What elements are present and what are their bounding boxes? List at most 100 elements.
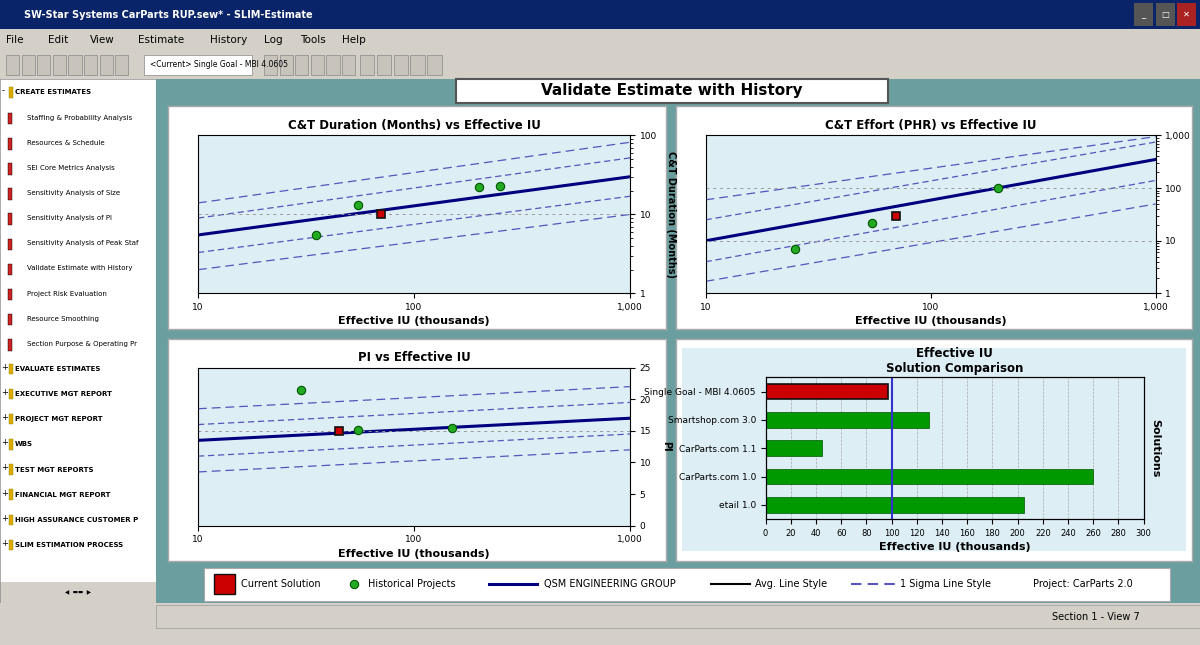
Bar bbox=[342, 55, 355, 75]
Text: Historical Projects: Historical Projects bbox=[368, 579, 456, 590]
Bar bbox=[766, 441, 822, 456]
Text: +: + bbox=[1, 363, 8, 372]
Text: Tools: Tools bbox=[300, 35, 325, 45]
Text: Help: Help bbox=[342, 35, 366, 45]
Bar bbox=[68, 55, 82, 75]
Text: +: + bbox=[1, 489, 8, 497]
Bar bbox=[53, 55, 66, 75]
Bar bbox=[766, 497, 1024, 513]
X-axis label: Effective IU (thousands): Effective IU (thousands) bbox=[338, 316, 490, 326]
Bar bbox=[84, 55, 97, 75]
Text: Validate Estimate with History: Validate Estimate with History bbox=[28, 265, 133, 272]
Text: Project Risk Evaluation: Project Risk Evaluation bbox=[28, 290, 107, 297]
Bar bbox=[8, 490, 13, 500]
Text: -: - bbox=[1, 86, 5, 95]
Bar bbox=[8, 314, 12, 326]
Text: Resource Smoothing: Resource Smoothing bbox=[28, 315, 100, 322]
Text: Sensitivity Analysis of PI: Sensitivity Analysis of PI bbox=[28, 215, 113, 221]
Text: EXECUTIVE MGT REPORT: EXECUTIVE MGT REPORT bbox=[14, 391, 112, 397]
Text: Avg. Line Style: Avg. Line Style bbox=[755, 579, 827, 590]
Text: CREATE ESTIMATES: CREATE ESTIMATES bbox=[14, 90, 91, 95]
Text: QSM ENGINEERING GROUP: QSM ENGINEERING GROUP bbox=[544, 579, 676, 590]
Text: Sensitivity Analysis of Peak Staf: Sensitivity Analysis of Peak Staf bbox=[28, 241, 139, 246]
Text: WBS: WBS bbox=[14, 441, 32, 448]
Bar bbox=[427, 55, 442, 75]
Text: Project: CarParts 2.0: Project: CarParts 2.0 bbox=[1033, 579, 1133, 590]
Bar bbox=[100, 55, 113, 75]
Text: Edit: Edit bbox=[48, 35, 68, 45]
Bar bbox=[144, 55, 252, 75]
Text: View: View bbox=[90, 35, 115, 45]
Bar bbox=[326, 55, 340, 75]
Text: ◀  ▬▬  ▶: ◀ ▬▬ ▶ bbox=[65, 590, 91, 595]
Text: +: + bbox=[1, 388, 8, 397]
Text: +: + bbox=[1, 439, 8, 448]
Text: Staffing & Probability Analysis: Staffing & Probability Analysis bbox=[28, 115, 132, 121]
X-axis label: Effective IU (thousands): Effective IU (thousands) bbox=[878, 542, 1031, 552]
Bar bbox=[766, 384, 888, 399]
Bar bbox=[8, 188, 12, 200]
Text: SLIM ESTIMATION PROCESS: SLIM ESTIMATION PROCESS bbox=[14, 542, 122, 548]
Bar bbox=[280, 55, 293, 75]
Text: Section Purpose & Operating Pr: Section Purpose & Operating Pr bbox=[28, 341, 137, 347]
Text: TEST MGT REPORTS: TEST MGT REPORTS bbox=[14, 466, 94, 473]
Bar bbox=[1134, 3, 1153, 26]
Bar bbox=[264, 55, 277, 75]
Bar bbox=[1156, 3, 1175, 26]
Bar bbox=[295, 55, 308, 75]
X-axis label: Effective IU (thousands): Effective IU (thousands) bbox=[854, 316, 1007, 326]
Text: <Current> Single Goal - MBI 4.0605: <Current> Single Goal - MBI 4.0605 bbox=[150, 61, 288, 69]
Bar bbox=[8, 239, 12, 250]
Bar bbox=[766, 469, 1093, 484]
Bar bbox=[8, 138, 12, 150]
Y-axis label: C&T Duration (Months): C&T Duration (Months) bbox=[666, 151, 677, 278]
Bar bbox=[8, 540, 13, 550]
Bar bbox=[8, 264, 12, 275]
Bar bbox=[377, 55, 391, 75]
Bar bbox=[8, 414, 13, 424]
Bar bbox=[311, 55, 324, 75]
Text: _: _ bbox=[1141, 10, 1146, 19]
Bar bbox=[766, 412, 930, 428]
Bar bbox=[156, 605, 1200, 628]
Y-axis label: Solutions: Solutions bbox=[1151, 419, 1160, 477]
Bar bbox=[0, 582, 156, 603]
Bar bbox=[8, 389, 13, 399]
Title: PI vs Effective IU: PI vs Effective IU bbox=[358, 351, 470, 364]
Bar bbox=[22, 55, 35, 75]
Bar bbox=[394, 55, 408, 75]
Bar bbox=[6, 55, 19, 75]
Text: File: File bbox=[6, 35, 24, 45]
Bar bbox=[360, 55, 374, 75]
Text: +: + bbox=[1, 539, 8, 548]
Bar bbox=[8, 464, 13, 475]
Text: Current Solution: Current Solution bbox=[241, 579, 320, 590]
Bar bbox=[8, 213, 12, 225]
Bar bbox=[115, 55, 128, 75]
Bar bbox=[8, 87, 13, 97]
Title: C&T Duration (Months) vs Effective IU: C&T Duration (Months) vs Effective IU bbox=[288, 119, 540, 132]
Text: +: + bbox=[1, 464, 8, 472]
Bar bbox=[0, 624, 156, 645]
Text: Validate Estimate with History: Validate Estimate with History bbox=[541, 83, 803, 99]
Bar bbox=[8, 163, 12, 175]
Title: C&T Effort (PHR) vs Effective IU: C&T Effort (PHR) vs Effective IU bbox=[824, 119, 1037, 132]
Text: ◀▶: ◀▶ bbox=[142, 81, 152, 88]
Bar bbox=[8, 339, 12, 351]
Text: Resources & Schedule: Resources & Schedule bbox=[28, 140, 104, 146]
Text: ✕: ✕ bbox=[1183, 10, 1190, 19]
Bar bbox=[8, 364, 13, 374]
Text: Sensitivity Analysis of Size: Sensitivity Analysis of Size bbox=[28, 190, 120, 196]
Text: PROJECT MGT REPORT: PROJECT MGT REPORT bbox=[14, 416, 102, 422]
Text: History: History bbox=[210, 35, 247, 45]
Y-axis label: PI: PI bbox=[661, 441, 671, 452]
Bar bbox=[8, 515, 13, 525]
Text: Estimate: Estimate bbox=[138, 35, 184, 45]
Text: □: □ bbox=[1162, 10, 1169, 19]
Bar bbox=[37, 55, 50, 75]
Text: HIGH ASSURANCE CUSTOMER P: HIGH ASSURANCE CUSTOMER P bbox=[14, 517, 138, 523]
Text: FINANCIAL MGT REPORT: FINANCIAL MGT REPORT bbox=[14, 491, 110, 498]
Text: EVALUATE ESTIMATES: EVALUATE ESTIMATES bbox=[14, 366, 100, 372]
Text: SW-Star Systems CarParts RUP.sew* - SLIM-Estimate: SW-Star Systems CarParts RUP.sew* - SLIM… bbox=[24, 10, 313, 19]
Text: 1 Sigma Line Style: 1 Sigma Line Style bbox=[900, 579, 990, 590]
